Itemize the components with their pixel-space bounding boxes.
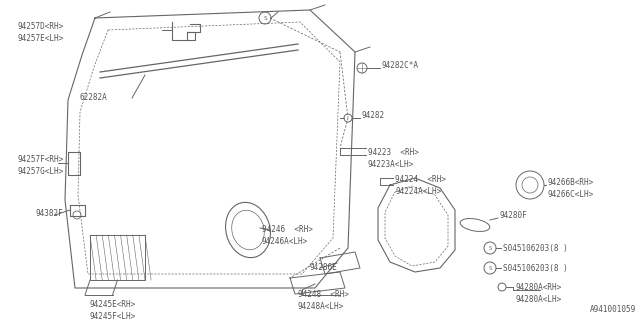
- Text: S045106203(8 ): S045106203(8 ): [503, 263, 568, 273]
- Text: A941001059: A941001059: [589, 305, 636, 314]
- Text: 94248  <RH>
94248A<LH>: 94248 <RH> 94248A<LH>: [298, 290, 349, 311]
- Text: 94280A<RH>
94280A<LH>: 94280A<RH> 94280A<LH>: [515, 283, 561, 304]
- Text: 94246  <RH>
94246A<LH>: 94246 <RH> 94246A<LH>: [262, 225, 313, 246]
- Text: S: S: [263, 15, 267, 20]
- Text: 94266B<RH>
94266C<LH>: 94266B<RH> 94266C<LH>: [548, 178, 595, 199]
- Text: S: S: [488, 245, 492, 251]
- Text: 94224  <RH>
94224A<LH>: 94224 <RH> 94224A<LH>: [395, 175, 446, 196]
- Text: 94382F: 94382F: [35, 209, 63, 218]
- Text: 94257F<RH>
94257G<LH>: 94257F<RH> 94257G<LH>: [18, 155, 64, 176]
- Text: 62282A: 62282A: [80, 93, 108, 102]
- Text: 94286E: 94286E: [310, 263, 338, 273]
- Text: 94282C*A: 94282C*A: [382, 60, 419, 69]
- Text: S: S: [488, 266, 492, 270]
- Text: 94223  <RH>
94223A<LH>: 94223 <RH> 94223A<LH>: [368, 148, 419, 169]
- Text: S045106203(8 ): S045106203(8 ): [503, 244, 568, 252]
- Text: 94282: 94282: [362, 111, 385, 121]
- Text: 94280F: 94280F: [500, 211, 528, 220]
- Text: 94257D<RH>
94257E<LH>: 94257D<RH> 94257E<LH>: [18, 22, 64, 43]
- Text: 94245E<RH>
94245F<LH>: 94245E<RH> 94245F<LH>: [90, 300, 136, 320]
- Bar: [90, 235, 145, 280]
